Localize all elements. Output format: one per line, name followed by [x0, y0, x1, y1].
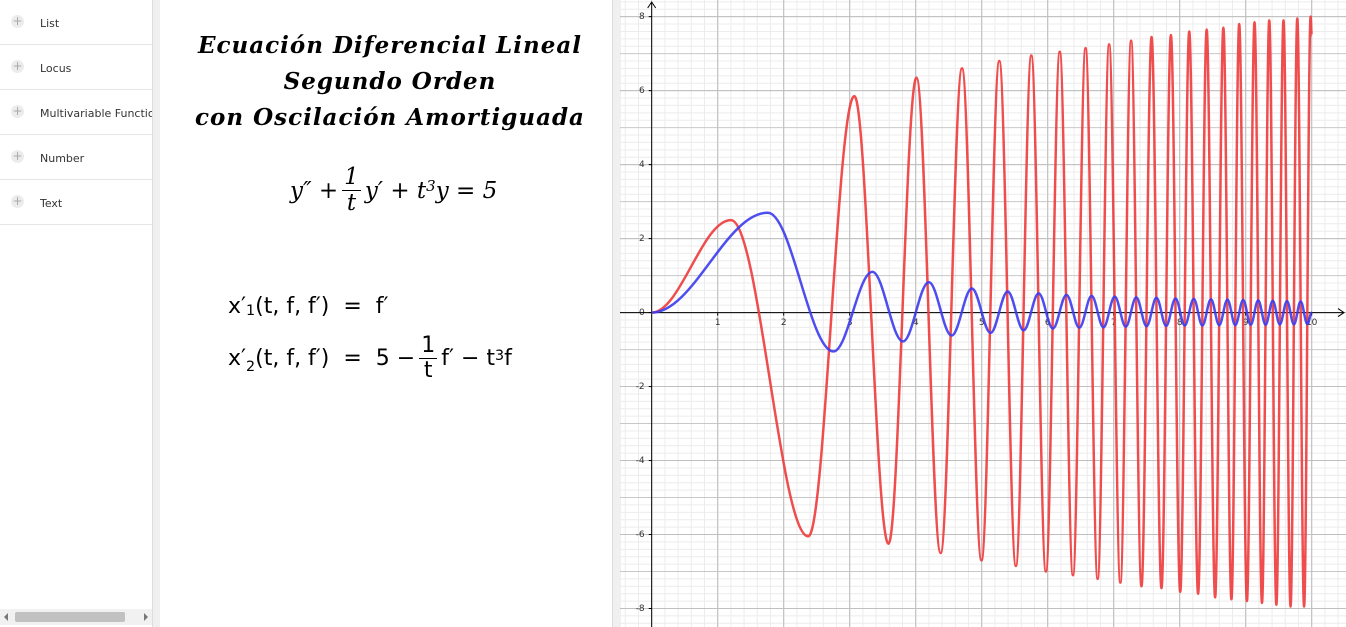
scroll-left: [4, 613, 8, 621]
tool-label: Multivariable Function: [40, 107, 152, 120]
denominator: t: [423, 358, 433, 384]
eq-part: y = 5: [435, 177, 498, 204]
y-tick-label: 8: [639, 12, 645, 22]
y-tick-label: -2: [636, 382, 645, 392]
y-axis-arrow: [647, 1, 657, 9]
title-line: Segundo Orden: [283, 68, 497, 95]
x-tick-label: 5: [979, 318, 985, 328]
x-axis-arrow: [1337, 308, 1345, 317]
title-line: con Oscilación Amortiguada: [195, 104, 585, 131]
numerator: 1: [342, 164, 361, 192]
curve: [651, 211, 1313, 353]
eq-index: 2: [246, 359, 256, 376]
text-panel: Ecuación Diferencial Lineal Segundo Orde…: [160, 0, 612, 627]
x-tick-label: 9: [1243, 318, 1249, 328]
tool-item[interactable]: + Multivariable Function: [0, 90, 152, 135]
plus-icon[interactable]: +: [11, 59, 24, 73]
denominator: t: [346, 190, 357, 217]
system-eq: x′ 1 (t, f, f′) = f′: [228, 294, 389, 319]
x-tick-label: 8: [1177, 318, 1183, 328]
curve: [651, 15, 1313, 608]
x-tick-label: 1: [715, 318, 721, 328]
plus-icon[interactable]: +: [11, 194, 24, 208]
eq-name: x′: [228, 346, 247, 372]
eq-part: f: [504, 346, 512, 372]
power: 3: [495, 348, 505, 364]
tool-label: Text: [40, 197, 63, 210]
eq-index: 1: [246, 303, 256, 319]
x-tick-label: 10: [1306, 318, 1318, 328]
tool-label: Locus: [40, 62, 72, 75]
tool-item[interactable]: + Locus: [0, 45, 152, 90]
divider: [152, 0, 161, 627]
eq-part: y″ +: [290, 177, 339, 204]
y-tick-label: -4: [636, 456, 645, 466]
tool-sidebar: + List + Locus + Multivariable Function + Numbe…: [0, 0, 152, 627]
tool-item[interactable]: + Text: [0, 180, 152, 225]
eq-part: (t, f, f′) = f′: [255, 294, 389, 319]
eq-part: y′ + t: [364, 177, 427, 204]
y-tick-label: -8: [636, 604, 645, 614]
title-line: Ecuación Diferencial Lineal: [198, 32, 582, 59]
x-tick-label: 4: [913, 318, 919, 328]
x-tick-label: 2: [781, 318, 787, 328]
tool-item[interactable]: + List: [0, 0, 152, 45]
tool-list: + List + Locus + Multivariable Function + Numbe…: [0, 0, 152, 225]
y-tick-label: 4: [639, 160, 645, 170]
scroll-right: [144, 613, 148, 621]
y-tick-label: 2: [639, 234, 645, 244]
scroll-thumb: [15, 612, 125, 622]
y-tick-label: -6: [636, 530, 645, 540]
scroll-track: [0, 609, 152, 625]
plus-icon[interactable]: +: [11, 14, 24, 28]
divider: [612, 0, 621, 627]
numerator: 1: [419, 333, 438, 360]
tool-label: Number: [40, 152, 85, 165]
eq-part: (t, f, f′) = 5 −: [255, 346, 416, 372]
tool-item[interactable]: + Number: [0, 135, 152, 180]
power: 3: [426, 177, 436, 195]
eq-name: x′: [228, 294, 247, 319]
y-tick-label: 6: [639, 86, 645, 96]
eq-part: f′ − t: [441, 346, 496, 372]
x-tick-label: 6: [1045, 318, 1051, 328]
plus-icon[interactable]: +: [11, 104, 24, 118]
tool-label: List: [40, 17, 60, 30]
plus-icon[interactable]: +: [11, 149, 24, 163]
